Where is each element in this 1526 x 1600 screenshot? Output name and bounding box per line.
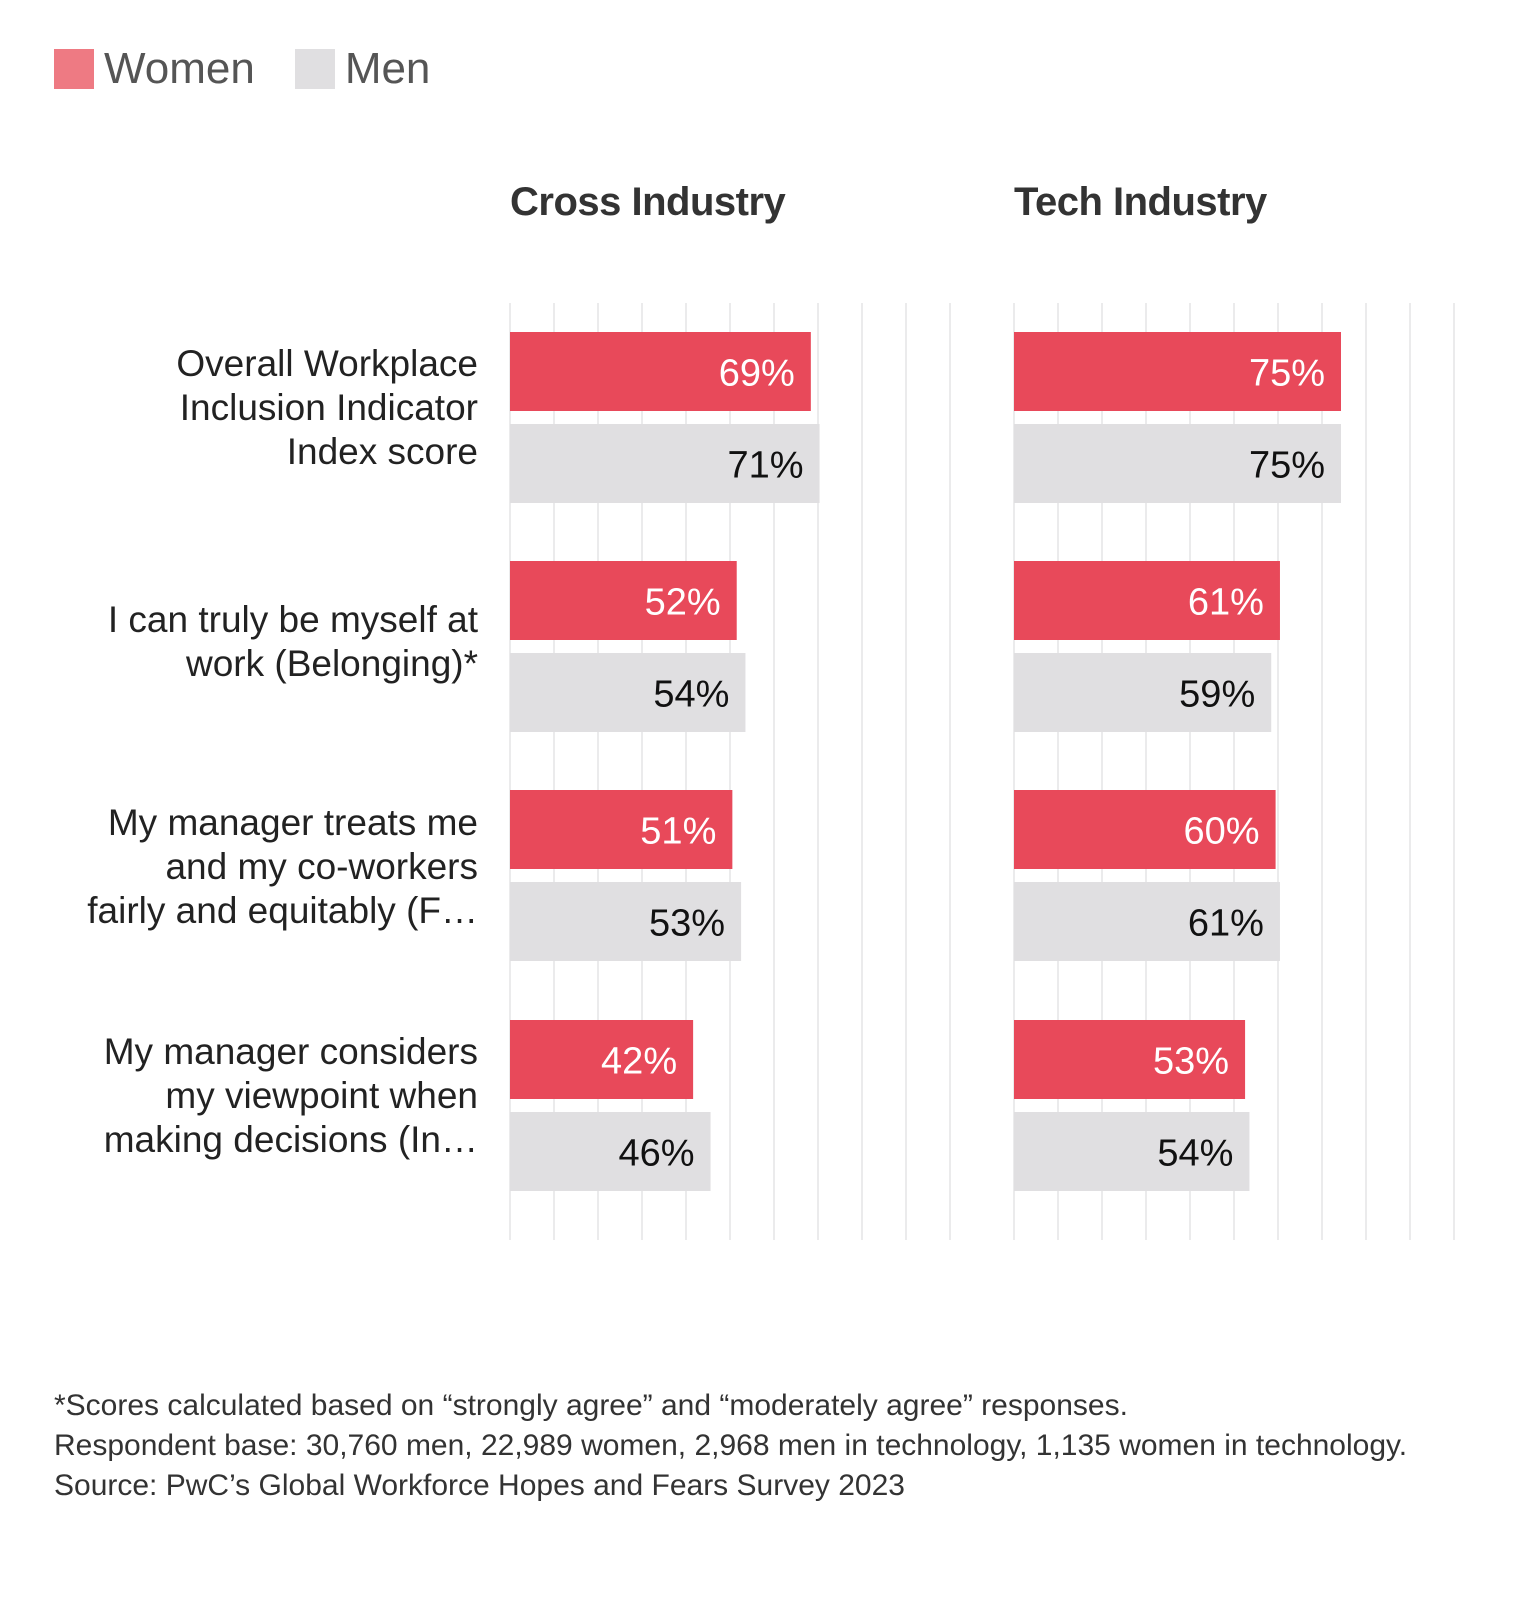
legend-item-men: Men [294, 44, 431, 94]
data-label-women: 69% [719, 353, 795, 395]
row-label-line: and my co-workers [165, 846, 478, 887]
legend-swatch-women [54, 49, 94, 89]
row-label-line: Overall Workplace [176, 343, 478, 384]
panel-title-cross-industry: Cross Industry [510, 180, 786, 224]
data-label-men: 54% [653, 674, 729, 716]
bar-men [1014, 653, 1272, 732]
row-label-line: Inclusion Indicator [179, 387, 478, 428]
bar-chart-plot: 69% 71% 52% 54% 51% 53% 42% 46% 75% 75% 61% 59% 60% 6… [509, 303, 1455, 1240]
bar-men [510, 882, 742, 961]
data-label-men: 46% [618, 1133, 694, 1175]
data-label-men: 54% [1157, 1133, 1233, 1175]
row-label-inclusion: My manager considers my viewpoint when m… [40, 1030, 478, 1162]
footnote: *Scores calculated based on “strongly ag… [54, 1386, 1474, 1506]
bar-women [510, 790, 733, 869]
row-label-belonging: I can truly be myself at work (Belonging… [40, 598, 478, 686]
bar-women [510, 1020, 694, 1099]
row-label-line: my viewpoint when [165, 1075, 478, 1116]
bar-women [1014, 790, 1276, 869]
data-label-women: 42% [601, 1041, 677, 1083]
legend-label-men: Men [344, 44, 431, 93]
row-label-line: I can truly be myself at [107, 599, 478, 640]
bar-men [510, 653, 746, 732]
data-label-women: 52% [645, 582, 721, 624]
bar-women [1014, 332, 1341, 411]
data-label-women: 53% [1153, 1041, 1229, 1083]
data-label-men: 53% [649, 903, 725, 945]
data-label-men: 71% [727, 445, 803, 487]
bar-women [1014, 1020, 1246, 1099]
row-label-line: work (Belonging)* [185, 643, 478, 684]
data-label-men: 75% [1249, 445, 1325, 487]
bar-women [510, 332, 811, 411]
row-label-fairness: My manager treats me and my co-workers f… [40, 801, 478, 933]
legend-swatch-men [294, 49, 335, 89]
bar-women [510, 561, 737, 640]
bar-men [1014, 1112, 1250, 1191]
footnote-respondent-base: Respondent base: 30,760 men, 22,989 wome… [54, 1429, 1408, 1462]
footnote-scores-note: *Scores calculated based on “strongly ag… [54, 1389, 1128, 1422]
row-label-inclusion-index: Overall Workplace Inclusion Indicator In… [40, 342, 478, 474]
row-label-line: making decisions (In… [103, 1119, 478, 1160]
data-label-women: 61% [1188, 582, 1264, 624]
bar-men [510, 424, 820, 503]
row-label-line: Index score [286, 431, 478, 472]
data-label-men: 59% [1179, 674, 1255, 716]
data-label-women: 75% [1249, 353, 1325, 395]
data-label-women: 60% [1184, 811, 1260, 853]
data-label-men: 61% [1188, 903, 1264, 945]
row-label-line: fairly and equitably (F… [87, 890, 478, 931]
data-label-women: 51% [640, 811, 716, 853]
footnote-source: Source: PwC’s Global Workforce Hopes and… [54, 1469, 905, 1502]
bar-women [1014, 561, 1280, 640]
row-label-line: My manager treats me [107, 802, 478, 843]
bar-men [1014, 424, 1341, 503]
panel-title-tech-industry: Tech Industry [1014, 180, 1267, 224]
legend: Women Men [54, 44, 470, 94]
bar-men [1014, 882, 1280, 961]
legend-item-women: Women [54, 44, 255, 94]
row-label-line: My manager considers [103, 1031, 478, 1072]
legend-label-women: Women [104, 44, 255, 93]
bar-men [510, 1112, 711, 1191]
